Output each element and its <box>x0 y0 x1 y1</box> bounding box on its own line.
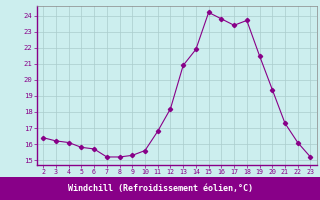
Text: Windchill (Refroidissement éolien,°C): Windchill (Refroidissement éolien,°C) <box>68 184 252 193</box>
